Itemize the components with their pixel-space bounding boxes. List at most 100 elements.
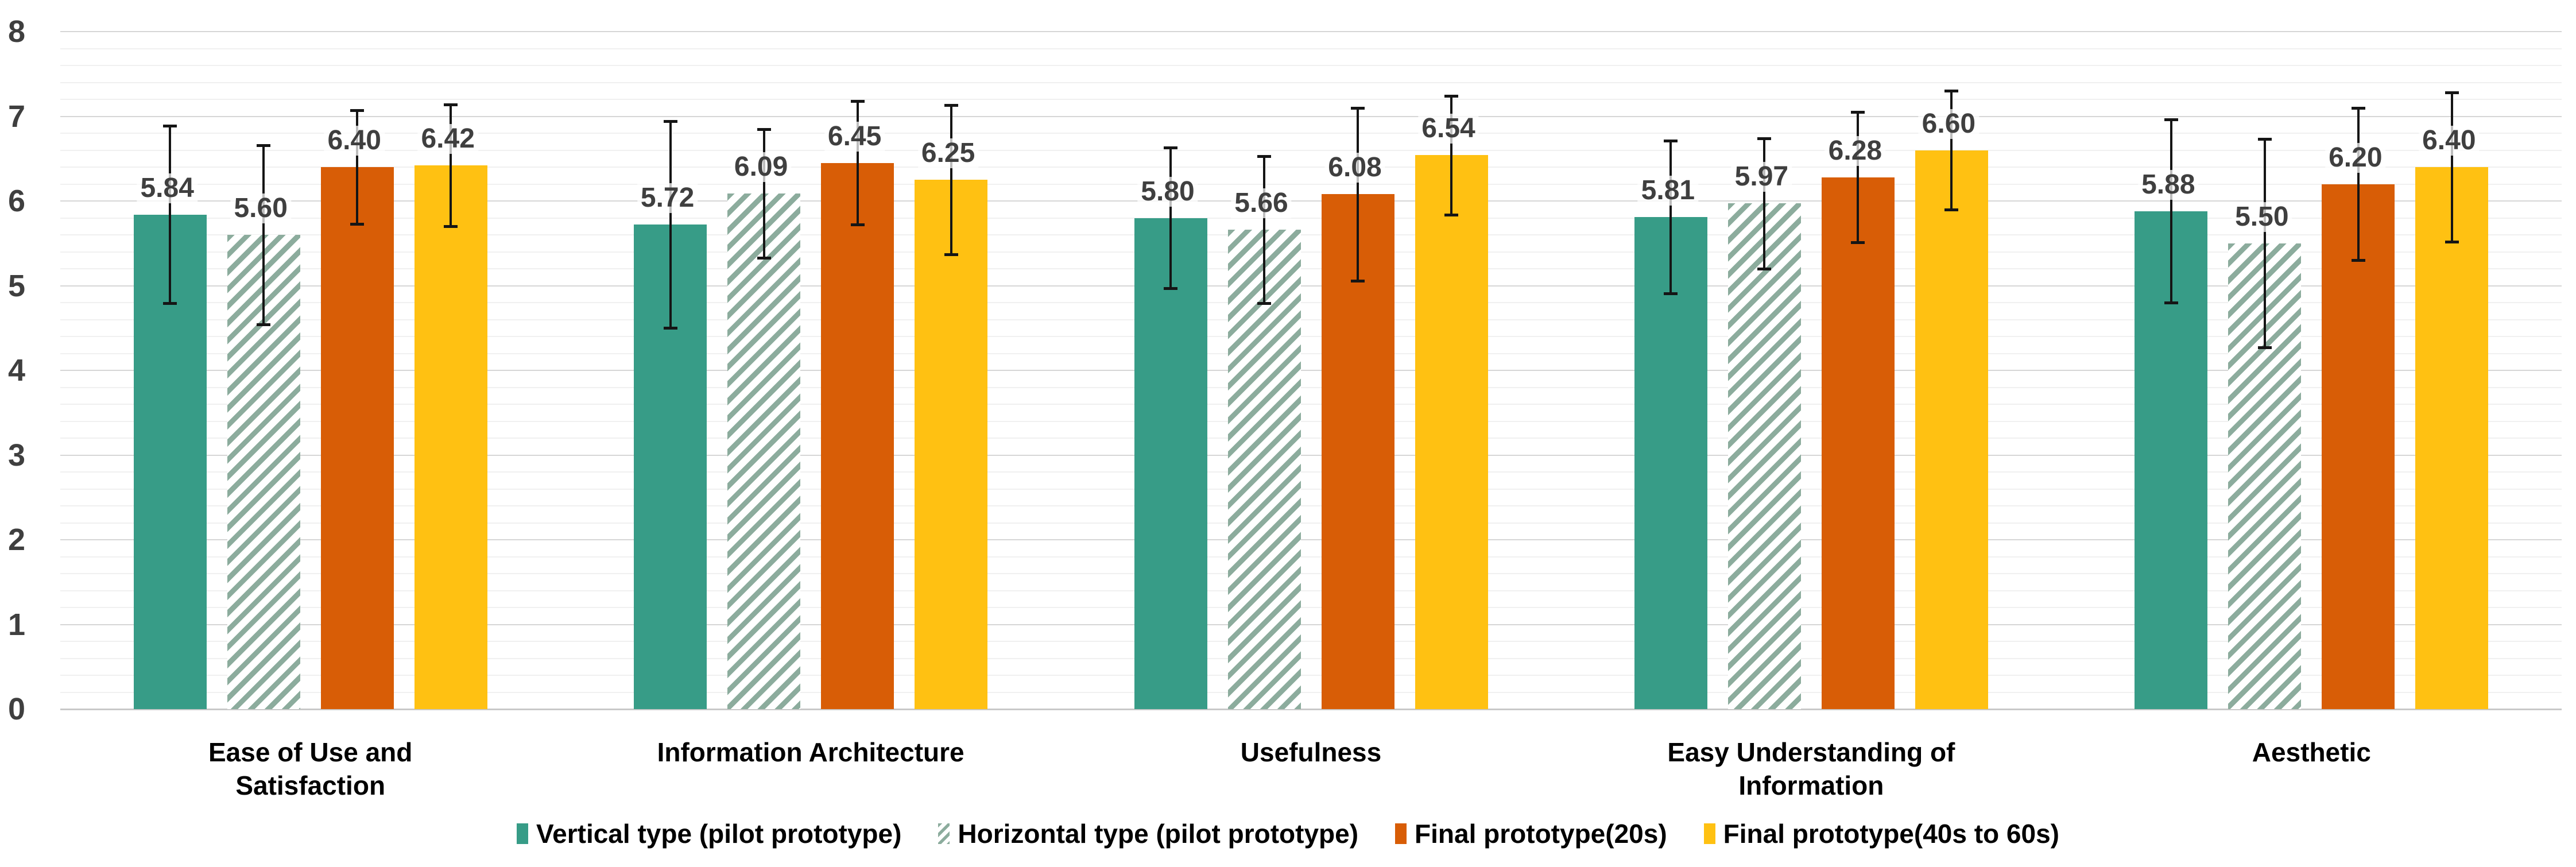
category-label: Usefulness bbox=[1240, 737, 1382, 767]
error-bar-cap bbox=[1351, 279, 1365, 282]
error-bar-line bbox=[856, 100, 859, 225]
bar-series-1 bbox=[1134, 218, 1207, 709]
error-bar-line bbox=[1357, 107, 1359, 281]
y-tick-label: 6 bbox=[8, 184, 26, 218]
legend: Vertical type (pilot prototype) Horizonta… bbox=[0, 818, 2576, 849]
gridline-minor bbox=[60, 183, 2562, 185]
error-bar-line bbox=[1263, 156, 1265, 304]
error-bar-line bbox=[669, 121, 672, 328]
error-bar-cap bbox=[163, 302, 177, 305]
legend-label: Final prototype(20s) bbox=[1415, 819, 1667, 849]
error-bar-line bbox=[450, 104, 452, 227]
category-label: Aesthetic bbox=[2252, 737, 2371, 767]
error-bar-line bbox=[169, 125, 172, 304]
error-bar-cap bbox=[2164, 118, 2178, 122]
error-bar-cap bbox=[257, 323, 271, 327]
gridline-major bbox=[60, 115, 2562, 117]
error-bar-cap bbox=[1851, 241, 1865, 245]
gridline-minor bbox=[60, 590, 2562, 591]
bar-series-2 bbox=[2228, 243, 2302, 709]
bar-value-label: 6.20 bbox=[2325, 142, 2386, 173]
bar-value-label: 5.50 bbox=[2232, 202, 2292, 232]
bar-series-4 bbox=[1915, 150, 1988, 709]
error-bar-cap bbox=[2257, 138, 2272, 141]
error-bar-cap bbox=[850, 223, 865, 227]
bar-value-label: 5.66 bbox=[1231, 188, 1292, 219]
legend-item-series-4: Final prototype(40s to 60s) bbox=[1703, 818, 2059, 849]
bar-value-label: 6.60 bbox=[1918, 109, 1980, 139]
error-bar-line bbox=[262, 145, 265, 325]
y-tick-label: 5 bbox=[8, 268, 26, 303]
error-bar-cap bbox=[1757, 268, 1772, 270]
bar-value-label: 5.88 bbox=[2138, 169, 2199, 200]
gridline-minor bbox=[60, 573, 2562, 574]
error-bar-cap bbox=[163, 124, 177, 127]
error-bar-line bbox=[1169, 148, 1172, 288]
error-bar-cap bbox=[757, 256, 771, 260]
bar-series-4 bbox=[2415, 167, 2489, 709]
bar-value-label: 5.60 bbox=[230, 193, 291, 223]
error-bar-line bbox=[1450, 96, 1452, 215]
y-tick-label: 1 bbox=[8, 607, 26, 642]
bar-value-label: 6.54 bbox=[1418, 114, 1479, 144]
error-bar-cap bbox=[444, 225, 458, 229]
gridline-major bbox=[60, 31, 2562, 32]
bar-value-label: 6.08 bbox=[1324, 153, 1385, 183]
gridline-minor bbox=[60, 302, 2562, 303]
gridline-minor bbox=[60, 404, 2562, 405]
bar-value-label: 6.40 bbox=[324, 126, 385, 156]
gridline-major bbox=[60, 539, 2562, 540]
legend-marker-icon bbox=[1395, 823, 1407, 844]
legend-label: Horizontal type (pilot prototype) bbox=[958, 819, 1359, 849]
gridline-minor bbox=[60, 353, 2562, 354]
bar-series-2 bbox=[1727, 203, 1801, 709]
gridline-major bbox=[60, 285, 2562, 287]
gridline-minor bbox=[60, 691, 2562, 693]
error-bar-cap bbox=[1444, 213, 1458, 216]
gridline-minor bbox=[60, 149, 2562, 151]
bar-value-label: 5.72 bbox=[637, 183, 698, 214]
bar-value-label: 5.80 bbox=[1137, 176, 1198, 207]
gridline-minor bbox=[60, 99, 2562, 100]
gridline-major bbox=[60, 370, 2562, 371]
error-bar-cap bbox=[944, 253, 958, 256]
bar-value-label: 6.40 bbox=[2419, 126, 2480, 156]
bar-value-label: 5.81 bbox=[1637, 176, 1699, 206]
y-tick-label: 8 bbox=[8, 14, 26, 49]
error-bar-line bbox=[1669, 141, 1672, 293]
error-bar-cap bbox=[350, 222, 365, 226]
legend-item-series-1: Vertical type (pilot prototype) bbox=[517, 818, 901, 849]
gridline-minor bbox=[60, 505, 2562, 506]
error-bar-cap bbox=[1257, 154, 1271, 158]
error-bar-cap bbox=[1444, 95, 1458, 98]
error-bar-line bbox=[950, 105, 952, 254]
error-bar-cap bbox=[2445, 91, 2459, 95]
gridline-minor bbox=[60, 641, 2562, 642]
x-axis-line bbox=[60, 709, 2562, 710]
gridline-minor bbox=[60, 607, 2562, 608]
error-bar-line bbox=[356, 110, 359, 224]
error-bar-cap bbox=[757, 127, 771, 131]
bar-series-3 bbox=[821, 162, 894, 709]
y-tick-label: 0 bbox=[8, 692, 26, 726]
error-bar-cap bbox=[1164, 287, 1177, 290]
error-bar-cap bbox=[663, 327, 677, 330]
category-label: Ease of Use and Satisfaction bbox=[208, 737, 413, 800]
error-bar-cap bbox=[1664, 140, 1678, 143]
legend-item-series-3: Final prototype(20s) bbox=[1395, 818, 1667, 849]
error-bar-cap bbox=[663, 120, 677, 123]
bar-series-3 bbox=[1821, 177, 1895, 709]
y-tick-label: 7 bbox=[8, 99, 26, 134]
bar-value-label: 6.25 bbox=[917, 138, 979, 169]
gridline-minor bbox=[60, 82, 2562, 83]
error-bar-line bbox=[1950, 91, 1953, 210]
bar-value-label: 5.84 bbox=[137, 173, 197, 203]
gridline-minor bbox=[60, 420, 2562, 422]
bar-series-4 bbox=[1415, 155, 1488, 709]
error-bar-cap bbox=[444, 103, 458, 106]
gridline-minor bbox=[60, 251, 2562, 253]
bar-series-3 bbox=[2322, 184, 2395, 709]
bar-value-label: 6.09 bbox=[730, 152, 792, 182]
error-bar-line bbox=[2450, 92, 2453, 242]
